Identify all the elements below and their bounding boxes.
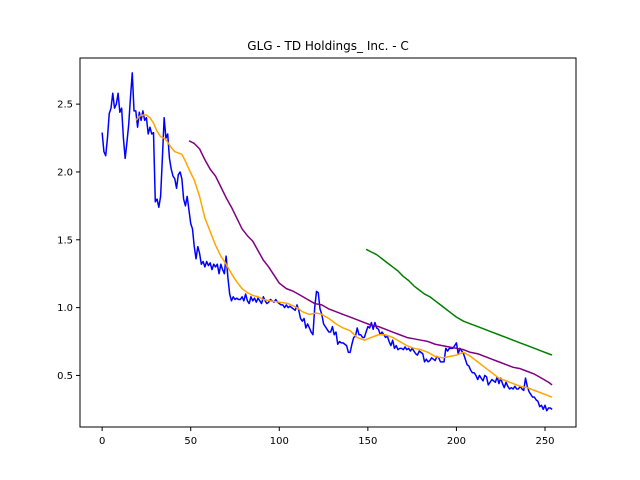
x-tick-label: 0	[99, 436, 105, 447]
y-tick-label: 2.5	[57, 100, 73, 111]
y-tick-label: 0.5	[57, 371, 73, 382]
series-line-4	[365, 248, 553, 356]
y-tick-label: 1.5	[57, 235, 73, 246]
series-layer	[101, 72, 553, 412]
x-tick-label: 150	[358, 436, 377, 447]
series-line-2	[135, 114, 553, 398]
y-axis: 0.5 1.0 1.5 2.0 2.5	[57, 100, 80, 382]
x-tick-label: 50	[184, 436, 197, 447]
x-tick-label: 100	[270, 436, 289, 447]
y-tick-label: 2.0	[57, 167, 73, 178]
x-tick-label: 250	[535, 436, 554, 447]
x-axis: 0 50 100 150 200 250	[99, 427, 555, 447]
chart-title: GLG - TD Holdings_ Inc. - C	[247, 39, 408, 53]
plot-frame	[79, 57, 577, 428]
y-tick-label: 1.0	[57, 303, 73, 314]
series-line-1	[101, 72, 553, 412]
x-tick-label: 200	[447, 436, 466, 447]
series-line-3	[188, 140, 553, 386]
